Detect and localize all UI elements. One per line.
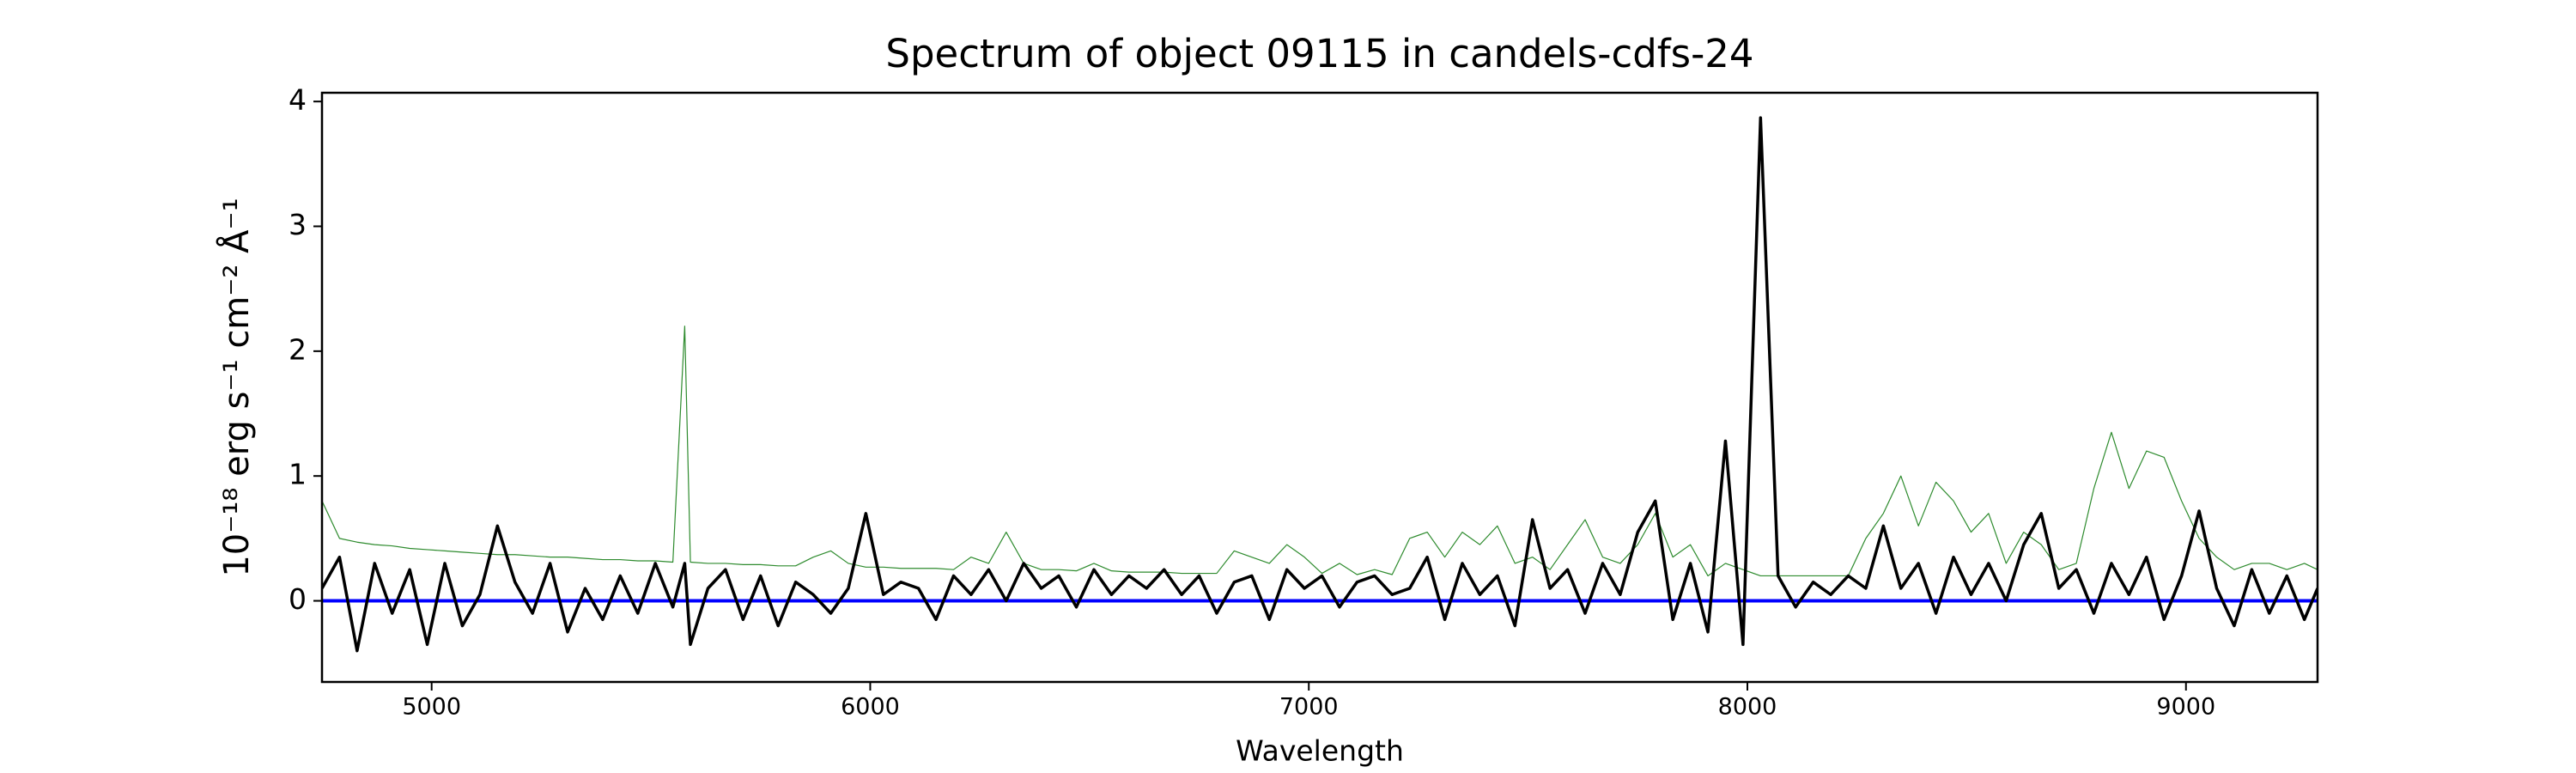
y-tick-label: 2 bbox=[289, 332, 307, 366]
y-tick-label: 1 bbox=[289, 458, 307, 491]
x-tick-label: 8000 bbox=[1718, 694, 1777, 721]
x-tick-label: 7000 bbox=[1279, 694, 1339, 721]
series-line bbox=[322, 326, 2318, 577]
y-tick-label: 0 bbox=[289, 582, 307, 616]
x-tick-label: 5000 bbox=[402, 694, 461, 721]
y-tick-label: 3 bbox=[289, 208, 307, 241]
x-tick-label: 9000 bbox=[2156, 694, 2215, 721]
y-tick-label: 4 bbox=[289, 83, 307, 117]
plot-frame bbox=[320, 91, 2319, 684]
chart-title: Spectrum of object 09115 in candels-cdfs… bbox=[885, 31, 1753, 76]
plot-area bbox=[322, 116, 2318, 653]
series-line bbox=[322, 116, 2318, 653]
x-tick-label: 6000 bbox=[841, 694, 900, 721]
y-axis-label: 10⁻¹⁸ erg s⁻¹ cm⁻² Å⁻¹ bbox=[216, 198, 257, 576]
x-axis-label: Wavelength bbox=[1236, 734, 1404, 768]
